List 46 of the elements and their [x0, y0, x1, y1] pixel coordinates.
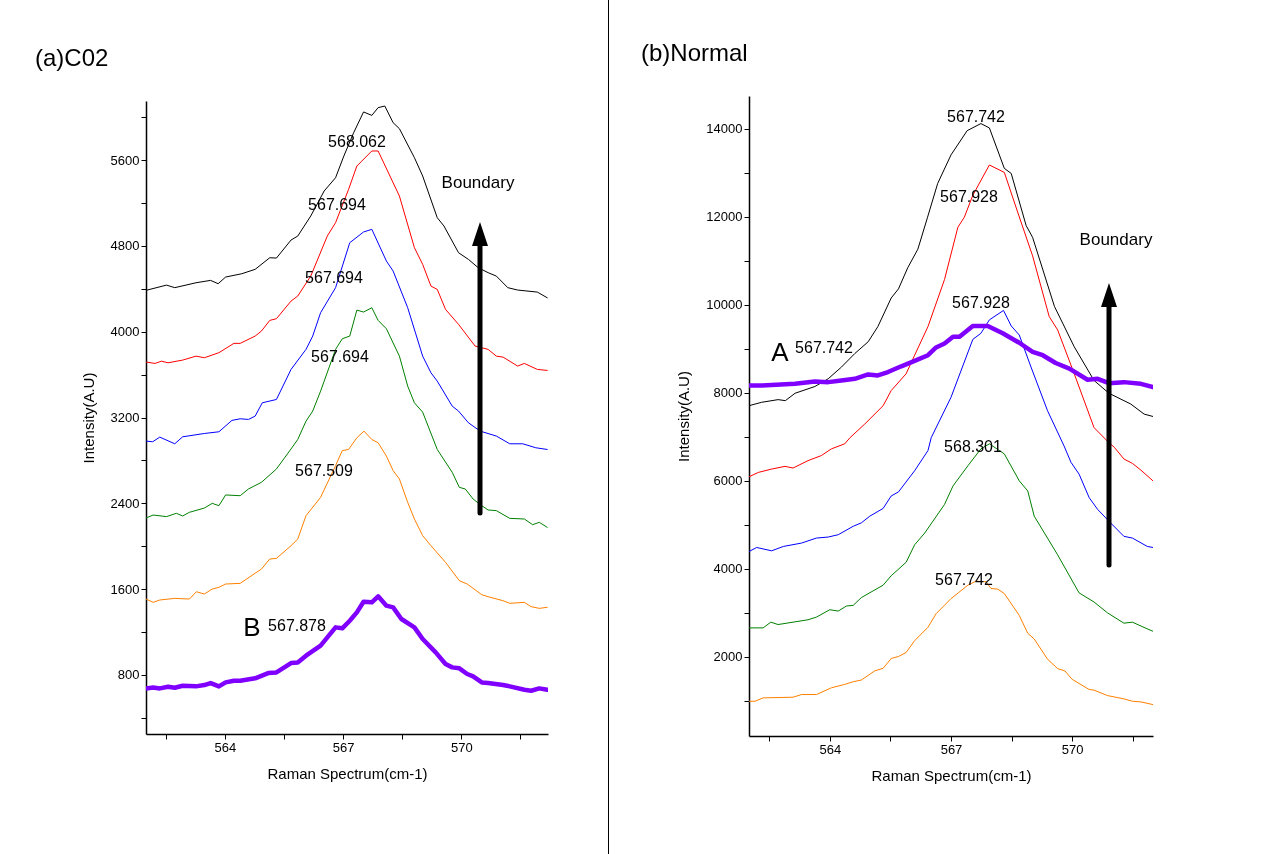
x-tick-label: 570: [1061, 741, 1084, 757]
x-axis-title: Raman Spectrum(cm-1): [871, 766, 1032, 784]
y-tick-label: 4000: [110, 324, 140, 340]
line-series: [146, 307, 548, 528]
annotation: Boundary: [441, 173, 515, 192]
line-series: [749, 309, 1153, 553]
y-tick-label: 5600: [110, 152, 140, 168]
x-tick-label: 564: [819, 741, 842, 757]
x-tick-label: 567: [332, 739, 355, 755]
y-axis-title: Intensity(A.U): [675, 371, 693, 462]
line-series: [749, 323, 1153, 390]
x-tick-label: 570: [450, 739, 473, 755]
annotation: A: [771, 337, 790, 367]
annotation: 567.878: [268, 617, 327, 634]
y-tick-label: 14000: [706, 121, 743, 137]
chart-title: (a)C02: [35, 44, 109, 71]
annotation: 567.742: [935, 571, 994, 588]
line-series: [146, 430, 548, 609]
annotation: 567.742: [795, 339, 854, 356]
line-series: [146, 228, 548, 450]
x-tick-label: 564: [214, 739, 237, 755]
y-tick-label: 6000: [713, 473, 743, 489]
line-series: [146, 594, 548, 694]
annotation: 567.742: [947, 108, 1006, 125]
y-tick-label: 10000: [706, 297, 743, 313]
y-tick-label: 12000: [706, 209, 743, 225]
annotation: 568.301: [944, 438, 1003, 455]
y-tick-label: 3200: [110, 410, 140, 425]
y-tick-label: 4800: [110, 238, 140, 254]
chart-title: (b)Normal: [641, 39, 748, 66]
y-tick-label: 2400: [110, 495, 140, 511]
y-tick-label: 4000: [713, 561, 743, 577]
annotation: 567.928: [952, 294, 1011, 311]
annotation: 567.694: [311, 348, 370, 365]
y-tick-label: 8000: [713, 385, 743, 401]
y-tick-label: 2000: [713, 649, 743, 665]
y-tick-label: 1600: [110, 581, 140, 597]
y-axis-title: Intensity(A.U): [79, 372, 97, 464]
annotation: B: [243, 612, 261, 642]
y-tick-label: 800: [117, 667, 140, 683]
x-axis-title: Raman Spectrum(cm-1): [267, 764, 428, 782]
annotation: Boundary: [1079, 230, 1153, 249]
line-series: [146, 150, 548, 371]
x-tick-label: 567: [940, 741, 963, 757]
line-series: [749, 164, 1153, 482]
annotation: 568.062: [328, 133, 387, 150]
